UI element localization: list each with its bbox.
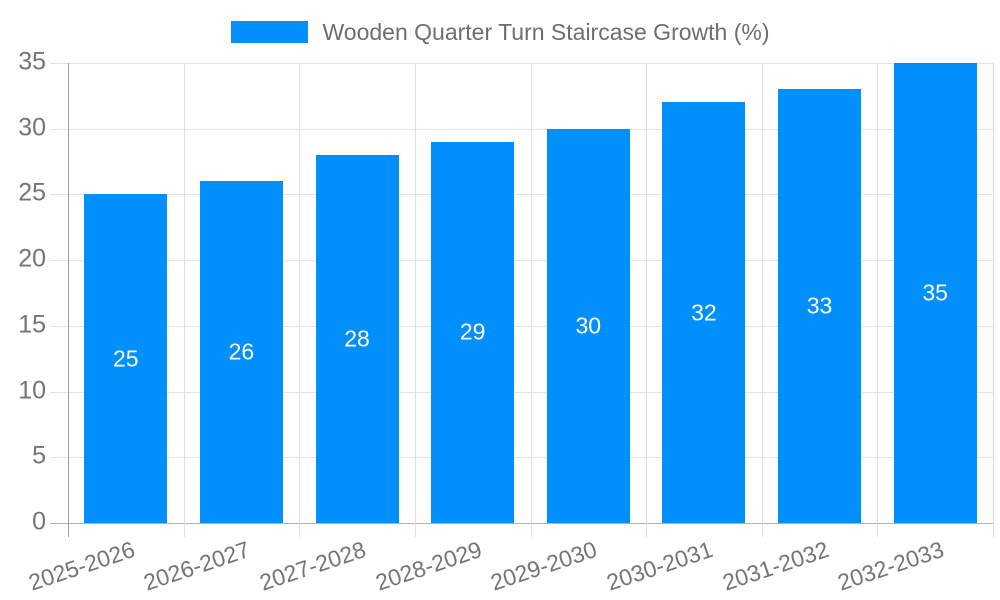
bar-value-label: 29	[459, 318, 486, 345]
gridline-v	[646, 63, 648, 537]
gridline-h	[50, 63, 993, 64]
bar-value-label: 30	[575, 312, 602, 339]
x-axis-category-label: 2028-2029	[372, 536, 485, 596]
gridline-h	[50, 194, 993, 196]
gridline-h	[50, 457, 993, 459]
y-axis-line	[68, 63, 69, 537]
bar[interactable]: 32	[662, 102, 746, 523]
y-axis-tick-label: 35	[18, 47, 46, 76]
y-axis-tick-label: 15	[18, 310, 46, 339]
bar-value-label: 26	[228, 338, 255, 365]
bar[interactable]: 25	[84, 194, 168, 523]
gridline-v	[993, 63, 994, 537]
gridline-v	[761, 63, 763, 537]
gridline-h	[50, 325, 993, 327]
bar[interactable]: 30	[546, 128, 630, 523]
bar[interactable]: 26	[199, 181, 283, 523]
gridline-v	[183, 63, 185, 537]
y-axis-tick-label: 0	[32, 507, 46, 536]
x-axis-category-label: 2031-2032	[718, 536, 832, 596]
bar-value-label: 32	[691, 299, 717, 326]
legend-item[interactable]: Wooden Quarter Turn Staircase Growth (%)	[230, 18, 770, 46]
x-axis-category-label: 2032-2033	[834, 536, 948, 596]
bar[interactable]: 35	[893, 63, 977, 523]
x-axis-category-label: 2026-2027	[140, 536, 254, 596]
x-axis-category-label: 2025-2026	[25, 536, 138, 596]
y-axis-tick-label: 5	[32, 441, 46, 470]
x-axis-category-label: 2027-2028	[256, 536, 369, 596]
x-axis-category-label: 2029-2030	[487, 536, 601, 596]
y-axis-tick-label: 20	[18, 244, 46, 273]
legend: Wooden Quarter Turn Staircase Growth (%)	[0, 18, 1000, 46]
legend-marker-icon	[230, 21, 308, 43]
bar[interactable]: 28	[315, 155, 399, 523]
gridline-h	[50, 260, 993, 262]
bar[interactable]: 33	[778, 89, 862, 523]
x-axis-baseline	[50, 523, 993, 524]
gridline-h	[50, 391, 993, 393]
gridline-v	[414, 63, 416, 537]
bar-value-label: 35	[922, 279, 948, 306]
x-axis-category-label: 2030-2031	[603, 536, 716, 596]
gridline-v	[530, 63, 532, 537]
gridline-v	[299, 63, 301, 537]
y-axis-tick-label: 25	[18, 178, 46, 207]
gridline-v	[877, 63, 879, 537]
bar-value-label: 25	[113, 345, 139, 372]
y-axis-tick-label: 30	[18, 113, 46, 142]
bar-value-label: 28	[344, 325, 370, 352]
legend-series-label: Wooden Quarter Turn Staircase Growth (%)	[322, 19, 770, 45]
gridline-h	[50, 128, 993, 130]
bar-value-label: 33	[806, 292, 833, 319]
bar[interactable]: 29	[431, 141, 515, 523]
y-axis-tick-label: 10	[18, 376, 46, 405]
